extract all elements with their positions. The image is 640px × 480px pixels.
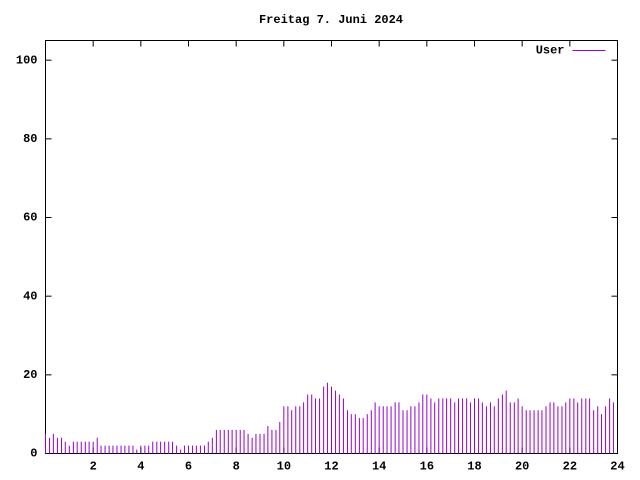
x-tick-label: 10 <box>277 460 291 474</box>
y-tick-label: 0 <box>30 447 37 461</box>
y-tick-label: 20 <box>23 368 37 382</box>
y-tick-label: 40 <box>23 289 37 303</box>
y-tick-label: 80 <box>23 132 37 146</box>
legend-label: User <box>536 44 565 58</box>
x-tick-label: 6 <box>185 460 192 474</box>
x-tick-label: 16 <box>420 460 434 474</box>
x-tick-label: 8 <box>233 460 240 474</box>
x-tick-label: 20 <box>515 460 529 474</box>
x-tick-label: 4 <box>137 460 144 474</box>
x-tick-label: 24 <box>610 460 624 474</box>
x-tick-label: 22 <box>563 460 577 474</box>
x-tick-label: 2 <box>90 460 97 474</box>
chart-title: Freitag 7. Juni 2024 <box>259 13 403 27</box>
y-tick-label: 100 <box>16 53 38 67</box>
x-tick-label: 12 <box>324 460 338 474</box>
y-tick-label: 60 <box>23 211 37 225</box>
x-tick-label: 18 <box>467 460 481 474</box>
x-tick-label: 14 <box>372 460 386 474</box>
